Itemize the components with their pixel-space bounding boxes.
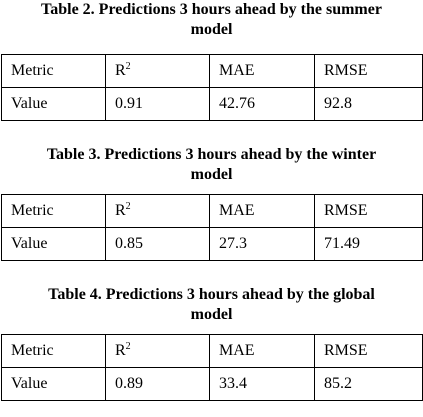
table-4: Metric R2 MAE RMSE Value 0.89 33.4 85.2 xyxy=(1,334,423,401)
header-r2: R2 xyxy=(105,54,210,88)
table-4-caption: Table 4. Predictions 3 hours ahead by th… xyxy=(0,285,423,325)
value-r2: 0.91 xyxy=(105,87,210,121)
header-r2: R2 xyxy=(105,334,210,368)
table-row: Value 0.89 33.4 85.2 xyxy=(1,367,423,401)
value-mae: 27.3 xyxy=(209,227,315,261)
value-rmse: 71.49 xyxy=(314,227,423,261)
table-2-caption-line2: model xyxy=(190,21,233,38)
r2-base: R xyxy=(115,62,126,79)
r2-base: R xyxy=(115,202,126,219)
header-mae: MAE xyxy=(209,54,315,88)
r2-superscript: 2 xyxy=(125,201,131,212)
header-metric: Metric xyxy=(1,334,106,368)
table-row: Value 0.85 27.3 71.49 xyxy=(1,227,423,261)
header-metric: Metric xyxy=(1,194,106,228)
header-rmse: RMSE xyxy=(314,194,423,228)
table-row: Value 0.91 42.76 92.8 xyxy=(1,87,423,121)
header-rmse: RMSE xyxy=(314,334,423,368)
r2-superscript: 2 xyxy=(125,61,131,72)
value-mae: 42.76 xyxy=(209,87,315,121)
table-row: Metric R2 MAE RMSE xyxy=(1,194,423,228)
value-r2: 0.89 xyxy=(105,367,210,401)
table-3-caption: Table 3. Predictions 3 hours ahead by th… xyxy=(0,145,423,185)
row-label: Value xyxy=(1,367,106,401)
table-3-caption-line1: Table 3. Predictions 3 hours ahead by th… xyxy=(46,146,377,163)
value-rmse: 92.8 xyxy=(314,87,423,121)
header-rmse: RMSE xyxy=(314,54,423,88)
table-3: Metric R2 MAE RMSE Value 0.85 27.3 71.49 xyxy=(1,194,423,261)
value-mae: 33.4 xyxy=(209,367,315,401)
table-2-caption-line1: Table 2. Predictions 3 hours ahead by th… xyxy=(41,1,382,18)
table-2-block: Table 2. Predictions 3 hours ahead by th… xyxy=(0,0,423,40)
header-mae: MAE xyxy=(209,334,315,368)
table-row: Metric R2 MAE RMSE xyxy=(1,334,423,368)
table-4-block: Table 4. Predictions 3 hours ahead by th… xyxy=(0,285,423,325)
header-metric: Metric xyxy=(1,54,106,88)
row-label: Value xyxy=(1,87,106,121)
value-rmse: 85.2 xyxy=(314,367,423,401)
table-3-block: Table 3. Predictions 3 hours ahead by th… xyxy=(0,145,423,185)
table-4-caption-line2: model xyxy=(190,306,233,323)
row-label: Value xyxy=(1,227,106,261)
r2-superscript: 2 xyxy=(125,341,131,352)
table-4-caption-line1: Table 4. Predictions 3 hours ahead by th… xyxy=(48,286,375,303)
header-r2: R2 xyxy=(105,194,210,228)
r2-base: R xyxy=(115,342,126,359)
table-row: Metric R2 MAE RMSE xyxy=(1,54,423,88)
table-2: Metric R2 MAE RMSE Value 0.91 42.76 92.8 xyxy=(1,54,423,121)
table-3-caption-line2: model xyxy=(190,166,233,183)
table-2-caption: Table 2. Predictions 3 hours ahead by th… xyxy=(0,0,423,40)
value-r2: 0.85 xyxy=(105,227,210,261)
header-mae: MAE xyxy=(209,194,315,228)
